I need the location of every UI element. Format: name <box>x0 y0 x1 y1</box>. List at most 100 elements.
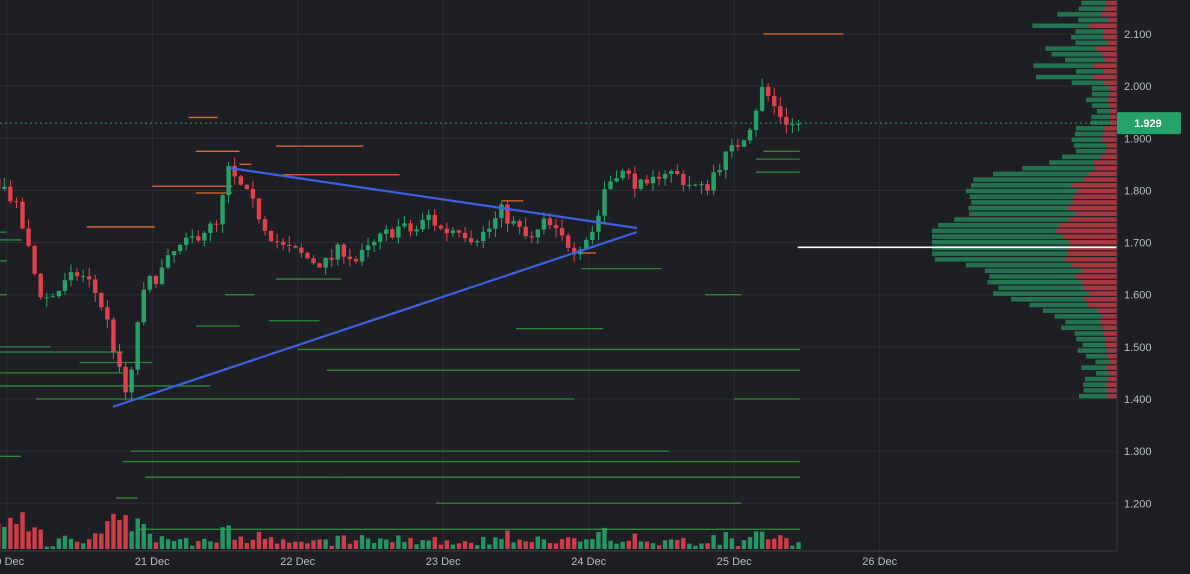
volume-bar <box>717 544 722 549</box>
time-tick-label: 21 Dec <box>135 556 170 568</box>
volume-bar <box>759 531 765 549</box>
ladder-ask-bar <box>1109 108 1117 114</box>
candle-body <box>432 214 437 226</box>
price-tick-label: 1.300 <box>1124 446 1152 458</box>
ladder-ask-bar <box>1104 6 1117 11</box>
ladder-bid-bar <box>1083 388 1108 393</box>
candle-body <box>105 307 110 320</box>
price-tick-label: 1.400 <box>1124 394 1152 406</box>
candle-body <box>238 176 243 185</box>
volume-bar <box>517 539 522 549</box>
volume-bar <box>214 542 219 549</box>
candle-body <box>772 95 777 107</box>
volume-bar <box>335 535 340 549</box>
price-axis: 2.100 2.000 1.900 1.800 1.700 1.600 1.500 1.400… <box>1124 29 1152 510</box>
volume-bar <box>505 530 510 549</box>
time-tick-label: 20 Dec <box>0 556 25 568</box>
ladder-ask-bar <box>1100 319 1117 325</box>
candle-body <box>335 244 340 260</box>
ladder-ask-bar <box>1104 57 1117 63</box>
volume-bar <box>675 540 680 549</box>
ladder-bid-bar <box>1074 331 1104 336</box>
ladder-ask-bar <box>1109 371 1117 376</box>
volume-bar <box>723 532 728 549</box>
volume-bar <box>596 532 601 549</box>
volume-bar <box>250 539 256 549</box>
ladder-ask-bar <box>1065 257 1117 262</box>
volume-bar <box>638 541 644 549</box>
ladder-ask-bar <box>1083 177 1117 182</box>
volume-bar <box>26 531 31 549</box>
volume-bar <box>147 533 153 549</box>
candle-body <box>687 184 692 186</box>
ladder-bid-bar <box>937 222 1060 228</box>
trendline <box>112 231 638 408</box>
candle-body <box>541 218 547 230</box>
volume-bar <box>462 541 468 549</box>
ladder-bid-bar <box>993 291 1089 296</box>
ladder-bid-bar <box>998 285 1083 291</box>
candle-body <box>305 252 310 259</box>
ladder-ask-bar <box>1106 365 1117 370</box>
volume-bar <box>141 524 146 549</box>
ladder-bid-bar <box>1029 302 1088 308</box>
candle-body <box>99 292 104 308</box>
candle-body <box>790 124 795 126</box>
candle-body <box>535 229 541 238</box>
volume-bar <box>262 538 268 549</box>
volume-bar <box>450 544 456 549</box>
candle-body <box>547 218 553 226</box>
ladder-ask-bar <box>1072 200 1117 205</box>
ladder-ask-bar <box>1106 0 1117 6</box>
ladder-ask-bar <box>1102 314 1117 319</box>
trendlines[interactable] <box>112 166 638 408</box>
current-price-value: 1.929 <box>1134 118 1162 130</box>
ladder-ask-bar <box>1081 279 1117 285</box>
ladder-bid-bar <box>1083 382 1107 387</box>
candle-body <box>796 123 801 125</box>
volume-bar <box>741 540 747 549</box>
ladder-bid-bar <box>1033 63 1093 68</box>
ladder-ask-bar <box>1109 359 1117 365</box>
ladder-ask-bar <box>1106 143 1117 148</box>
volume-bar <box>493 537 498 549</box>
candle-body <box>177 244 183 252</box>
volume-bar <box>299 541 304 549</box>
candle-body <box>462 232 468 239</box>
ladder-bid-bar <box>966 188 1078 194</box>
volume-bar <box>778 535 783 549</box>
candle-body <box>675 171 680 174</box>
ladder-bid-bar <box>1032 23 1089 28</box>
candle-body <box>517 221 522 227</box>
volume-bar <box>287 542 292 549</box>
candle-body <box>311 258 316 264</box>
ladder-ask-bar <box>1107 388 1117 393</box>
order-book-ladder <box>932 0 1117 399</box>
volume-bar <box>99 533 104 549</box>
volume-bar <box>111 513 116 549</box>
ladder-bid-bar <box>1078 6 1105 11</box>
candle-body <box>420 220 425 230</box>
volume-bar <box>341 535 347 549</box>
candle-body <box>481 231 486 242</box>
candle-body <box>14 201 19 203</box>
candle-body <box>329 257 334 260</box>
candle-body <box>438 225 444 229</box>
candle-body <box>214 223 219 225</box>
candle-body <box>86 276 92 280</box>
ladder-bid-bar <box>1085 353 1107 359</box>
ladder-ask-bar <box>1103 29 1117 34</box>
volume-bar <box>602 527 607 549</box>
ladder-bid-bar <box>1086 97 1108 103</box>
ladder-ask-bar <box>1102 51 1117 57</box>
price-tick-label: 1.500 <box>1124 342 1152 354</box>
volume-bar <box>499 538 504 549</box>
volume-bar <box>584 539 589 549</box>
candle-body <box>456 230 462 233</box>
price-axis-panel[interactable] <box>1117 0 1190 574</box>
volume-bar <box>311 540 316 549</box>
ladder-ask-bar <box>1103 34 1117 40</box>
volume-bar <box>62 535 68 549</box>
price-tick-label: 1.200 <box>1124 498 1152 510</box>
